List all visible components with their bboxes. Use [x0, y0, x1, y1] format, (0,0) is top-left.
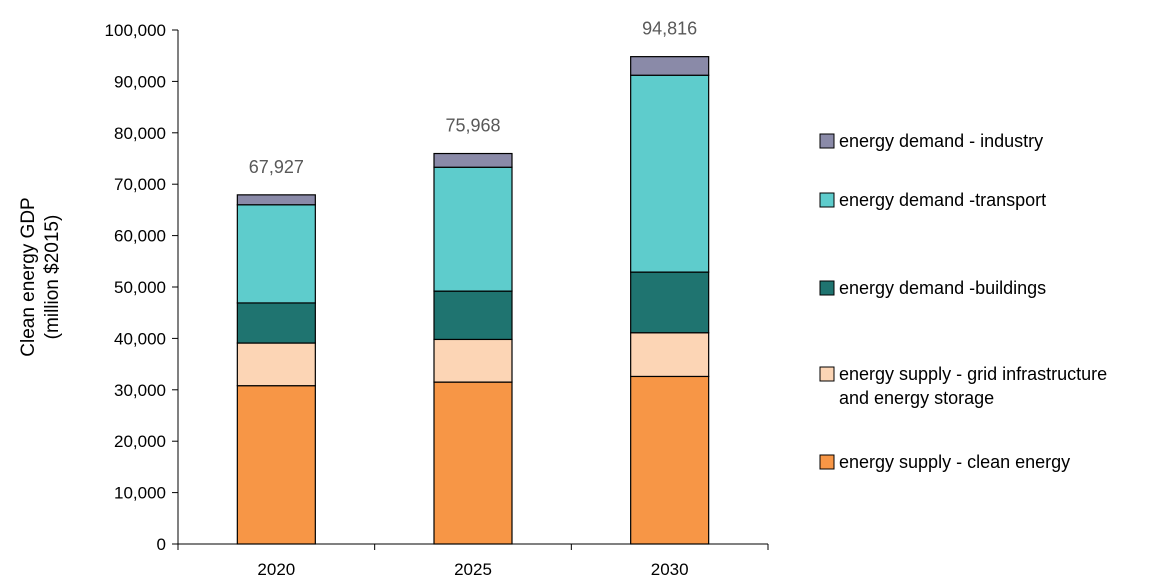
total-labels: 67,927 75,968 94,816 — [249, 19, 697, 177]
y-axis-title-line: Clean energy GDP — [18, 197, 39, 356]
legend-item: energy supply - grid infrastructure and e… — [819, 364, 1107, 408]
x-tick-label: 2025 — [454, 560, 492, 579]
legend-swatch — [819, 280, 835, 296]
legend-swatch — [819, 454, 835, 470]
legend: energy demand - industry energy demand -t… — [819, 131, 1107, 472]
x-axis: 2020 2025 2030 — [177, 543, 769, 579]
legend-swatch — [819, 366, 835, 382]
y-tick-label: 0 — [157, 535, 166, 554]
legend-label: energy supply - grid infrastructure — [839, 364, 1107, 384]
y-tick-label: 90,000 — [114, 72, 166, 91]
x-tick-label: 2020 — [257, 560, 295, 579]
y-axis: 0 10,000 20,000 30,000 40,000 50,000 60,000 70,… — [105, 21, 179, 554]
bar-segment — [433, 290, 513, 341]
bar-segment — [433, 338, 513, 383]
bar-segment — [630, 332, 710, 378]
y-tick-label: 20,000 — [114, 432, 166, 451]
bar-segment — [433, 381, 513, 545]
legend-label: energy supply - clean energy — [839, 452, 1070, 472]
legend-item: energy demand - industry — [819, 131, 1043, 151]
legend-swatch — [819, 192, 835, 208]
y-tick-label: 30,000 — [114, 381, 166, 400]
bar-segment — [433, 166, 513, 292]
bar-segment — [236, 194, 316, 206]
bar-segment — [630, 375, 710, 545]
total-data-label: 94,816 — [642, 19, 697, 39]
bar-segment — [630, 74, 710, 273]
bar-segment — [433, 152, 513, 168]
y-tick-label: 60,000 — [114, 227, 166, 246]
y-axis-title-text: Clean energy GDP (million $2015) — [18, 197, 63, 356]
y-tick-label: 80,000 — [114, 124, 166, 143]
y-axis-title-line: (million $2015) — [42, 215, 63, 340]
bar-segment — [236, 385, 316, 545]
legend-item: energy supply - clean energy — [819, 452, 1070, 472]
bars — [236, 56, 710, 545]
legend-label: energy demand - industry — [839, 131, 1043, 151]
y-axis-title: Clean energy GDP (million $2015) — [18, 197, 63, 356]
legend-swatch — [819, 133, 835, 149]
bar-segment — [630, 271, 710, 334]
y-tick-label: 10,000 — [114, 484, 166, 503]
bar-segment — [236, 302, 316, 344]
y-tick-label: 50,000 — [114, 278, 166, 297]
y-tick-label: 70,000 — [114, 175, 166, 194]
legend-label: energy demand -buildings — [839, 278, 1046, 298]
bar-segment — [630, 56, 710, 76]
legend-label: energy demand -transport — [839, 190, 1046, 210]
legend-item: energy demand -transport — [819, 190, 1046, 210]
y-tick-label: 40,000 — [114, 329, 166, 348]
bar-segment — [236, 342, 316, 387]
bar-segment — [236, 204, 316, 304]
y-tick-label: 100,000 — [105, 21, 166, 40]
total-data-label: 75,968 — [445, 116, 500, 136]
legend-label: and energy storage — [839, 388, 994, 408]
total-data-label: 67,927 — [249, 157, 304, 177]
legend-item: energy demand -buildings — [819, 278, 1046, 298]
x-tick-label: 2030 — [651, 560, 689, 579]
